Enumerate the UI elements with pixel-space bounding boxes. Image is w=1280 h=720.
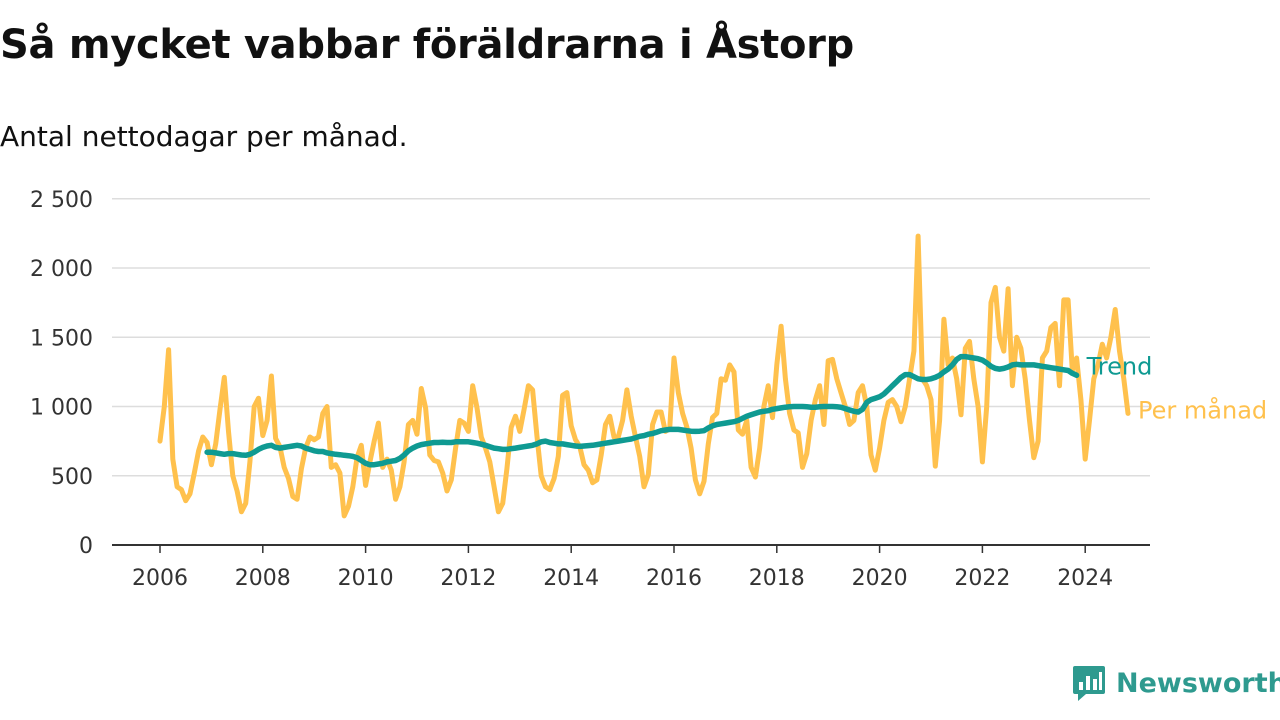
newsworthy-logo-icon (1073, 666, 1105, 701)
series-label-per-manad: Per månad (1138, 395, 1267, 424)
chart-subtitle: Antal nettodagar per månad. (0, 120, 408, 153)
y-tick-label: 1 500 (30, 326, 93, 351)
x-tick-label: 2020 (852, 566, 908, 591)
x-tick-label: 2010 (338, 566, 394, 591)
series-labels: Per månad Trend (1086, 352, 1268, 424)
y-tick-label: 0 (79, 534, 93, 559)
series-label-trend: Trend (1086, 352, 1153, 380)
y-tick-label: 2 500 (30, 188, 93, 213)
x-tick-label: 2012 (440, 566, 496, 591)
x-tick-label: 2024 (1057, 566, 1113, 591)
y-axis-ticks: 0 500 1 000 1 500 2 000 2 500 (30, 188, 93, 559)
series-lines (157, 233, 1131, 519)
newsworthy-brand: Newsworthy (1072, 664, 1280, 702)
x-tick-label: 2022 (954, 566, 1010, 591)
y-tick-label: 1 000 (30, 396, 93, 421)
chart-title: Så mycket vabbar föräldrarna i Åstorp (0, 22, 854, 68)
x-tick-label: 2018 (749, 566, 805, 591)
series-line-per-manad (157, 233, 1131, 519)
x-tick-label: 2008 (235, 566, 291, 591)
brand-name: Newsworthy (1116, 667, 1280, 699)
x-tick-label: 2014 (543, 566, 599, 591)
y-tick-label: 2 000 (30, 257, 93, 282)
x-axis: 2006 2008 2010 2012 2014 2016 2018 2020 2022 2024 (112, 544, 1150, 591)
y-tick-label: 500 (51, 465, 93, 490)
series-line-trend (204, 353, 1080, 468)
x-tick-label: 2006 (132, 566, 188, 591)
x-tick-label: 2016 (646, 566, 702, 591)
gridlines (112, 198, 1150, 477)
